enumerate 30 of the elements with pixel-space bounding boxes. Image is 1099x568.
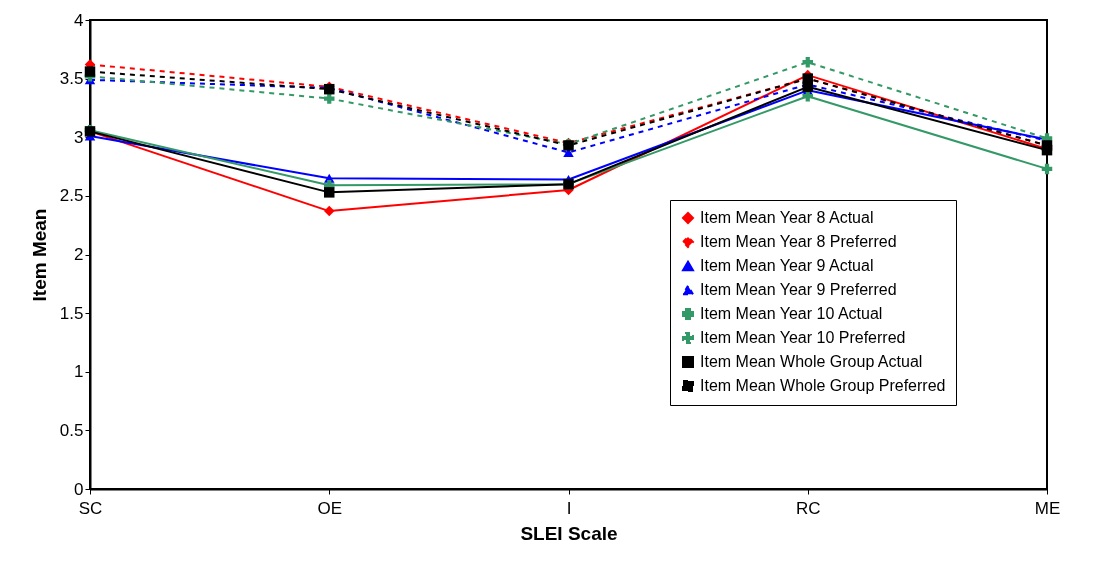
legend-label: Item Mean Year 8 Actual [700, 209, 874, 226]
legend-label: Item Mean Whole Group Preferred [700, 377, 946, 394]
legend-label: Item Mean Year 10 Actual [700, 305, 883, 322]
y-tick-label: 3.5 [59, 69, 84, 89]
y-tick-label: 2.5 [59, 186, 84, 206]
legend-label: Item Mean Year 9 Actual [700, 257, 874, 274]
legend-label: Item Mean Year 9 Preferred [700, 281, 897, 298]
y-axis-title: Item Mean [28, 208, 50, 302]
legend-label: Item Mean Year 10 Preferred [700, 329, 906, 346]
y-tick-label: 2 [74, 245, 84, 264]
x-tick-label: ME [1034, 498, 1061, 518]
y-tick-label: 3 [74, 127, 84, 147]
point [1041, 163, 1053, 175]
y-tick-label: 0.5 [59, 420, 84, 440]
x-tick-label: SC [78, 498, 103, 518]
x-axis-title: SLEI Scale [520, 522, 618, 544]
point [802, 56, 813, 68]
y-tick-label: 0 [74, 479, 84, 499]
point [324, 93, 335, 104]
legend-label: Item Mean Year 8 Preferred [700, 233, 897, 250]
y-tick-label: 1.5 [59, 303, 84, 323]
legend-label: Item Mean Whole Group Actual [700, 353, 923, 370]
point [84, 66, 96, 77]
y-tick-label: 1 [74, 362, 84, 382]
x-tick-label: I [566, 498, 572, 518]
y-tick-label: 4 [74, 10, 84, 30]
point [324, 205, 335, 217]
x-tick-label: RC [795, 498, 821, 518]
point [324, 187, 335, 198]
x-tick-label: OE [317, 498, 343, 518]
